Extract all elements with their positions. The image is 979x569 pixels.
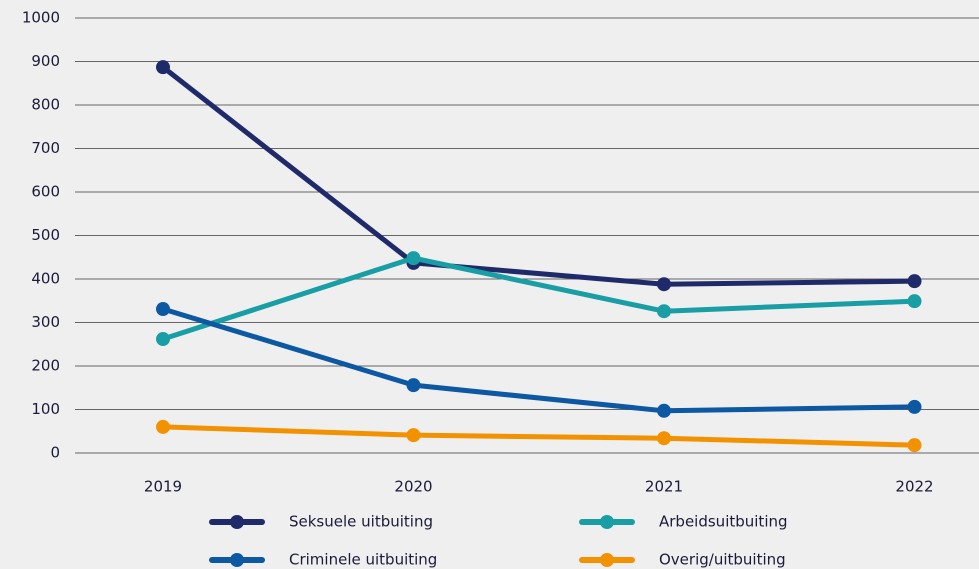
y-tick-label: 500 [31,226,60,244]
y-tick-label: 200 [31,357,60,375]
data-point [406,378,421,393]
data-point [156,332,170,347]
y-tick-label: 800 [31,96,60,114]
series-line [162,255,915,342]
data-point [907,294,922,309]
data-point [406,251,421,266]
legend-dot [600,515,614,529]
x-tick-label: 2022 [895,478,933,496]
data-point [657,304,671,319]
legend-label: Overig/uitbuiting [659,551,786,569]
data-point [406,428,421,443]
y-tick-label: 600 [31,183,60,201]
y-tick-label: 100 [31,400,60,418]
data-point [907,438,922,453]
data-point [156,60,170,75]
legend-label: Criminele uitbuiting [289,551,437,569]
series-line [161,65,915,287]
data-point [657,277,671,292]
x-tick-label: 2021 [645,478,683,496]
y-tick-label: 300 [31,313,60,331]
y-tick-label: 400 [31,270,60,288]
series-line [162,424,915,448]
legend-dot [230,515,244,529]
legend-label: Arbeidsuitbuiting [659,513,788,531]
data-point [657,431,671,446]
x-tick-label: 2019 [144,478,182,496]
legend-label: Seksuele uitbuiting [289,513,433,531]
data-point [156,419,170,434]
data-point [657,403,671,418]
y-tick-label: 900 [31,52,60,70]
data-point [907,274,922,289]
data-point [156,302,170,317]
series-line [162,306,915,414]
y-tick-label: 0 [50,444,60,462]
legend-dot [600,553,614,567]
x-tick-label: 2020 [394,478,432,496]
y-tick-label: 700 [31,139,60,157]
data-point [907,399,922,414]
y-tick-label: 1000 [22,9,60,27]
legend-dot [230,553,244,567]
